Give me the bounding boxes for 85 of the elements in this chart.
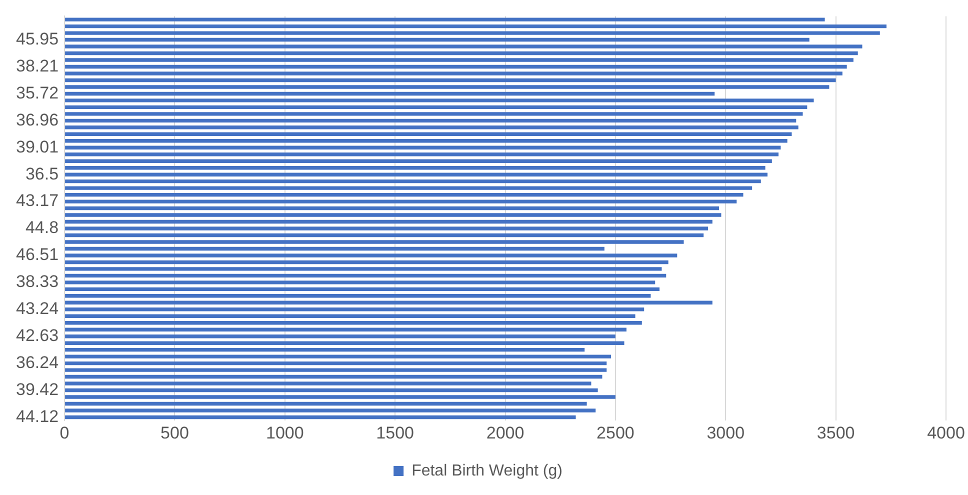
bar xyxy=(65,105,808,110)
x-tick-label: 1500 xyxy=(376,423,414,442)
y-tick-label: 44.12 xyxy=(16,406,59,426)
y-tick-label: 38.21 xyxy=(16,56,59,76)
bar xyxy=(65,24,886,28)
bar xyxy=(65,44,862,48)
bar xyxy=(65,118,796,123)
bar xyxy=(65,361,607,366)
y-tick-label: 45.95 xyxy=(16,29,59,48)
x-tick-label: 1000 xyxy=(266,423,304,442)
bar xyxy=(65,146,781,150)
y-tick-label: 39.01 xyxy=(16,137,59,156)
bar xyxy=(65,152,779,156)
bar xyxy=(65,254,678,258)
bar xyxy=(65,280,656,284)
bar xyxy=(65,354,612,358)
bar xyxy=(65,112,803,116)
y-tick-label: 43.17 xyxy=(16,191,59,210)
bar xyxy=(65,334,616,338)
bar xyxy=(65,166,766,170)
y-tick-label: 36.5 xyxy=(25,164,59,184)
x-tick-label: 3500 xyxy=(816,423,855,442)
y-tick-label: 38.33 xyxy=(16,272,59,292)
bar xyxy=(65,98,814,102)
bar xyxy=(65,51,858,56)
bar xyxy=(65,287,660,292)
bar xyxy=(65,328,626,332)
bar xyxy=(65,64,847,69)
bar xyxy=(65,260,668,264)
bar xyxy=(65,233,704,238)
x-tick-label: 4000 xyxy=(927,423,965,442)
x-tick-label: 0 xyxy=(60,423,70,442)
bar xyxy=(65,294,651,298)
bar xyxy=(65,192,744,197)
bar xyxy=(65,374,602,379)
bar xyxy=(65,246,604,251)
bar xyxy=(65,402,587,406)
bar xyxy=(65,58,854,62)
bar xyxy=(65,341,624,345)
bar xyxy=(65,126,798,130)
bar xyxy=(65,274,666,278)
bar xyxy=(65,415,576,420)
bar xyxy=(65,368,607,372)
bar xyxy=(65,85,830,89)
bar xyxy=(65,38,810,42)
bar xyxy=(65,159,772,163)
bar xyxy=(65,139,788,143)
bar xyxy=(65,240,684,244)
bar xyxy=(65,300,712,305)
bar xyxy=(65,172,768,176)
bar xyxy=(65,31,880,35)
bar xyxy=(65,132,792,136)
y-tick-label: 35.72 xyxy=(16,83,59,102)
y-tick-label: 42.63 xyxy=(16,326,59,346)
bar xyxy=(65,206,720,210)
bar xyxy=(65,78,836,82)
bar xyxy=(65,226,708,230)
bar xyxy=(65,314,636,318)
legend-label: Fetal Birth Weight (g) xyxy=(412,462,562,480)
y-tick-label: 36.96 xyxy=(16,110,59,130)
bar xyxy=(65,388,598,392)
y-tick-label: 46.51 xyxy=(16,245,59,264)
y-tick-label: 44.8 xyxy=(25,218,59,238)
bar xyxy=(65,408,596,412)
bar xyxy=(65,395,616,399)
x-tick-label: 500 xyxy=(160,423,189,442)
bar xyxy=(65,321,642,325)
bar xyxy=(65,382,592,386)
x-tick-label: 3000 xyxy=(706,423,745,442)
bar xyxy=(65,179,761,184)
x-tick-label: 2500 xyxy=(596,423,634,442)
bar xyxy=(65,220,712,224)
bar xyxy=(65,186,752,190)
bar xyxy=(65,92,715,96)
y-tick-label: 39.42 xyxy=(16,380,59,399)
bar xyxy=(65,18,825,22)
bar xyxy=(65,200,737,204)
y-tick-label: 43.24 xyxy=(16,299,59,318)
x-tick-label: 2000 xyxy=(486,423,524,442)
bar xyxy=(65,267,662,271)
y-tick-label: 36.24 xyxy=(16,352,59,372)
bar xyxy=(65,213,722,217)
bar xyxy=(65,348,585,352)
bar xyxy=(65,308,644,312)
bar xyxy=(65,72,842,76)
